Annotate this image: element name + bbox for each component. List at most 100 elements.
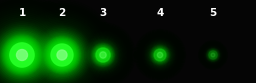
Circle shape bbox=[12, 45, 32, 65]
Circle shape bbox=[98, 50, 108, 60]
Circle shape bbox=[8, 41, 36, 69]
Circle shape bbox=[0, 29, 48, 81]
Circle shape bbox=[51, 44, 73, 66]
Circle shape bbox=[155, 50, 165, 60]
Circle shape bbox=[5, 38, 39, 72]
Circle shape bbox=[154, 49, 166, 61]
Circle shape bbox=[45, 38, 79, 72]
Text: 2: 2 bbox=[58, 8, 66, 18]
Circle shape bbox=[47, 40, 78, 70]
Circle shape bbox=[37, 30, 87, 80]
Circle shape bbox=[97, 49, 109, 61]
Circle shape bbox=[96, 48, 110, 62]
Text: 3: 3 bbox=[99, 8, 107, 18]
Circle shape bbox=[0, 33, 44, 77]
Circle shape bbox=[44, 37, 80, 73]
Circle shape bbox=[48, 41, 76, 69]
Circle shape bbox=[15, 48, 29, 62]
Circle shape bbox=[95, 47, 111, 63]
Circle shape bbox=[4, 37, 40, 73]
Circle shape bbox=[95, 47, 111, 63]
Circle shape bbox=[41, 34, 83, 76]
Circle shape bbox=[52, 45, 72, 65]
Circle shape bbox=[0, 30, 47, 80]
Circle shape bbox=[17, 50, 27, 60]
Circle shape bbox=[11, 44, 33, 66]
Circle shape bbox=[43, 36, 81, 74]
Circle shape bbox=[50, 43, 74, 67]
Circle shape bbox=[96, 48, 110, 62]
Circle shape bbox=[5, 38, 39, 72]
Circle shape bbox=[46, 39, 78, 71]
Circle shape bbox=[57, 50, 67, 60]
Circle shape bbox=[153, 48, 167, 62]
Circle shape bbox=[16, 49, 27, 61]
Circle shape bbox=[0, 32, 45, 78]
Circle shape bbox=[53, 46, 71, 64]
Circle shape bbox=[13, 45, 31, 65]
Circle shape bbox=[209, 51, 217, 59]
Circle shape bbox=[55, 47, 70, 62]
Circle shape bbox=[48, 41, 76, 69]
Circle shape bbox=[157, 52, 163, 58]
Circle shape bbox=[3, 36, 41, 74]
Circle shape bbox=[1, 34, 43, 76]
Circle shape bbox=[155, 50, 165, 60]
Circle shape bbox=[154, 49, 166, 61]
Circle shape bbox=[9, 42, 35, 68]
Circle shape bbox=[96, 48, 110, 62]
Circle shape bbox=[53, 46, 71, 64]
Circle shape bbox=[10, 44, 34, 66]
Circle shape bbox=[51, 44, 73, 66]
Text: 4: 4 bbox=[156, 8, 164, 18]
Circle shape bbox=[7, 40, 37, 70]
Circle shape bbox=[56, 49, 68, 61]
Circle shape bbox=[10, 43, 34, 67]
Circle shape bbox=[211, 53, 215, 57]
Circle shape bbox=[94, 46, 112, 64]
Circle shape bbox=[5, 38, 39, 72]
Circle shape bbox=[97, 49, 109, 61]
Circle shape bbox=[156, 51, 164, 59]
Circle shape bbox=[6, 39, 38, 71]
Circle shape bbox=[47, 40, 77, 70]
Circle shape bbox=[7, 40, 37, 70]
Circle shape bbox=[7, 41, 37, 70]
Circle shape bbox=[52, 45, 72, 65]
Circle shape bbox=[43, 36, 81, 74]
Circle shape bbox=[47, 40, 77, 70]
Circle shape bbox=[10, 43, 34, 67]
Circle shape bbox=[49, 42, 75, 68]
Circle shape bbox=[158, 53, 162, 57]
Circle shape bbox=[1, 34, 43, 76]
Circle shape bbox=[57, 50, 67, 60]
Text: 1: 1 bbox=[18, 8, 26, 18]
Circle shape bbox=[97, 49, 109, 61]
Circle shape bbox=[44, 37, 80, 73]
Circle shape bbox=[152, 47, 168, 63]
Circle shape bbox=[157, 52, 163, 58]
Circle shape bbox=[94, 46, 112, 64]
Circle shape bbox=[49, 42, 75, 68]
Circle shape bbox=[3, 36, 41, 74]
Circle shape bbox=[48, 41, 76, 69]
Circle shape bbox=[0, 28, 49, 82]
Circle shape bbox=[100, 52, 106, 58]
Circle shape bbox=[38, 31, 86, 79]
Circle shape bbox=[3, 36, 41, 75]
Circle shape bbox=[100, 52, 106, 58]
Circle shape bbox=[4, 37, 40, 73]
Circle shape bbox=[100, 52, 106, 58]
Circle shape bbox=[9, 42, 35, 68]
Circle shape bbox=[99, 51, 107, 59]
Circle shape bbox=[153, 48, 167, 62]
Circle shape bbox=[40, 33, 84, 77]
Circle shape bbox=[93, 45, 113, 65]
Circle shape bbox=[14, 47, 30, 63]
Circle shape bbox=[95, 47, 111, 62]
Circle shape bbox=[211, 53, 215, 57]
Text: 5: 5 bbox=[209, 8, 217, 18]
Circle shape bbox=[42, 35, 82, 75]
Circle shape bbox=[50, 43, 74, 67]
Circle shape bbox=[92, 44, 114, 66]
